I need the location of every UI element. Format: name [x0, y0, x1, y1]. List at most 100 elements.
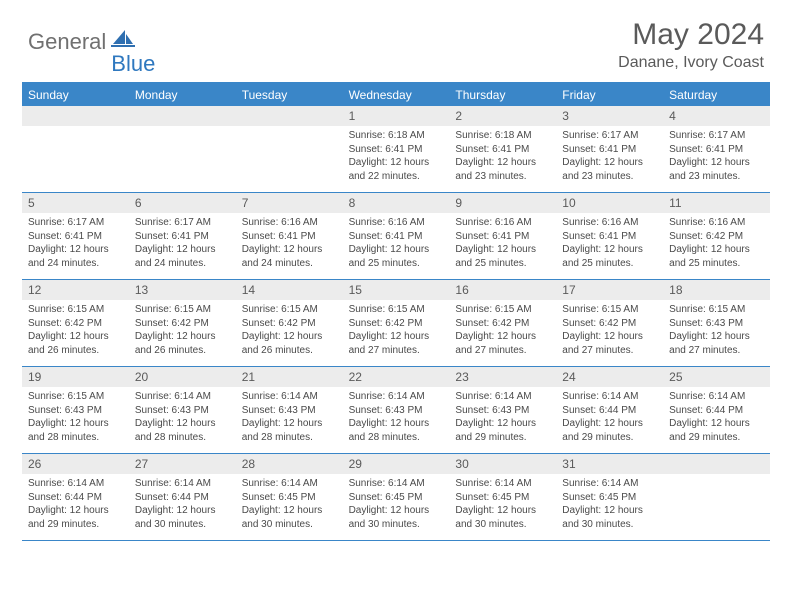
- day-cell: [663, 454, 770, 540]
- day-cell: 5Sunrise: 6:17 AMSunset: 6:41 PMDaylight…: [22, 193, 129, 279]
- day-number: 18: [663, 280, 770, 300]
- day-number: 2: [449, 106, 556, 126]
- day-detail: Sunrise: 6:17 AMSunset: 6:41 PMDaylight:…: [22, 213, 129, 274]
- day-cell: 11Sunrise: 6:16 AMSunset: 6:42 PMDayligh…: [663, 193, 770, 279]
- day-number: 4: [663, 106, 770, 126]
- day-detail: Sunrise: 6:16 AMSunset: 6:41 PMDaylight:…: [236, 213, 343, 274]
- day-cell: 4Sunrise: 6:17 AMSunset: 6:41 PMDaylight…: [663, 106, 770, 192]
- day-detail: Sunrise: 6:15 AMSunset: 6:43 PMDaylight:…: [22, 387, 129, 448]
- day-number: 3: [556, 106, 663, 126]
- day-cell: [22, 106, 129, 192]
- day-number: 11: [663, 193, 770, 213]
- calendar: SundayMondayTuesdayWednesdayThursdayFrid…: [22, 82, 770, 541]
- day-cell: 13Sunrise: 6:15 AMSunset: 6:42 PMDayligh…: [129, 280, 236, 366]
- day-cell: 14Sunrise: 6:15 AMSunset: 6:42 PMDayligh…: [236, 280, 343, 366]
- month-title: May 2024: [618, 18, 764, 52]
- day-number: 19: [22, 367, 129, 387]
- day-cell: 15Sunrise: 6:15 AMSunset: 6:42 PMDayligh…: [343, 280, 450, 366]
- day-cell: 3Sunrise: 6:17 AMSunset: 6:41 PMDaylight…: [556, 106, 663, 192]
- weekday-header: Tuesday: [236, 84, 343, 106]
- day-cell: 27Sunrise: 6:14 AMSunset: 6:44 PMDayligh…: [129, 454, 236, 540]
- day-detail: Sunrise: 6:14 AMSunset: 6:44 PMDaylight:…: [556, 387, 663, 448]
- day-detail: Sunrise: 6:15 AMSunset: 6:42 PMDaylight:…: [22, 300, 129, 361]
- day-number: 24: [556, 367, 663, 387]
- day-detail: Sunrise: 6:16 AMSunset: 6:41 PMDaylight:…: [556, 213, 663, 274]
- day-cell: 20Sunrise: 6:14 AMSunset: 6:43 PMDayligh…: [129, 367, 236, 453]
- empty-day: [236, 106, 343, 126]
- day-cell: 23Sunrise: 6:14 AMSunset: 6:43 PMDayligh…: [449, 367, 556, 453]
- weekday-header: Saturday: [663, 84, 770, 106]
- day-cell: 9Sunrise: 6:16 AMSunset: 6:41 PMDaylight…: [449, 193, 556, 279]
- day-cell: 22Sunrise: 6:14 AMSunset: 6:43 PMDayligh…: [343, 367, 450, 453]
- week-row: 12Sunrise: 6:15 AMSunset: 6:42 PMDayligh…: [22, 280, 770, 367]
- sail-icon: [111, 28, 135, 53]
- day-number: 1: [343, 106, 450, 126]
- day-cell: 6Sunrise: 6:17 AMSunset: 6:41 PMDaylight…: [129, 193, 236, 279]
- day-detail: Sunrise: 6:16 AMSunset: 6:42 PMDaylight:…: [663, 213, 770, 274]
- day-detail: Sunrise: 6:14 AMSunset: 6:45 PMDaylight:…: [236, 474, 343, 535]
- day-cell: 25Sunrise: 6:14 AMSunset: 6:44 PMDayligh…: [663, 367, 770, 453]
- day-detail: Sunrise: 6:14 AMSunset: 6:43 PMDaylight:…: [236, 387, 343, 448]
- title-block: May 2024 Danane, Ivory Coast: [618, 18, 764, 72]
- header: General Blue May 2024 Danane, Ivory Coas…: [0, 0, 792, 78]
- day-cell: 26Sunrise: 6:14 AMSunset: 6:44 PMDayligh…: [22, 454, 129, 540]
- weeks-container: 1Sunrise: 6:18 AMSunset: 6:41 PMDaylight…: [22, 106, 770, 541]
- day-number: 6: [129, 193, 236, 213]
- day-cell: 19Sunrise: 6:15 AMSunset: 6:43 PMDayligh…: [22, 367, 129, 453]
- day-detail: Sunrise: 6:14 AMSunset: 6:44 PMDaylight:…: [663, 387, 770, 448]
- day-number: 22: [343, 367, 450, 387]
- day-number: 30: [449, 454, 556, 474]
- logo-text-blue: Blue: [111, 51, 155, 77]
- day-detail: Sunrise: 6:15 AMSunset: 6:42 PMDaylight:…: [556, 300, 663, 361]
- week-row: 26Sunrise: 6:14 AMSunset: 6:44 PMDayligh…: [22, 454, 770, 541]
- location: Danane, Ivory Coast: [618, 54, 764, 72]
- day-number: 8: [343, 193, 450, 213]
- week-row: 5Sunrise: 6:17 AMSunset: 6:41 PMDaylight…: [22, 193, 770, 280]
- day-number: 17: [556, 280, 663, 300]
- empty-day: [129, 106, 236, 126]
- day-detail: Sunrise: 6:14 AMSunset: 6:44 PMDaylight:…: [129, 474, 236, 535]
- day-detail: Sunrise: 6:15 AMSunset: 6:42 PMDaylight:…: [449, 300, 556, 361]
- day-number: 26: [22, 454, 129, 474]
- day-cell: 10Sunrise: 6:16 AMSunset: 6:41 PMDayligh…: [556, 193, 663, 279]
- weekday-header: Monday: [129, 84, 236, 106]
- day-detail: Sunrise: 6:14 AMSunset: 6:43 PMDaylight:…: [129, 387, 236, 448]
- day-cell: 28Sunrise: 6:14 AMSunset: 6:45 PMDayligh…: [236, 454, 343, 540]
- day-detail: Sunrise: 6:15 AMSunset: 6:42 PMDaylight:…: [129, 300, 236, 361]
- day-detail: Sunrise: 6:14 AMSunset: 6:45 PMDaylight:…: [556, 474, 663, 535]
- day-number: 31: [556, 454, 663, 474]
- day-number: 5: [22, 193, 129, 213]
- day-cell: 18Sunrise: 6:15 AMSunset: 6:43 PMDayligh…: [663, 280, 770, 366]
- day-number: 15: [343, 280, 450, 300]
- day-detail: Sunrise: 6:14 AMSunset: 6:43 PMDaylight:…: [343, 387, 450, 448]
- logo: General Blue: [28, 18, 155, 66]
- day-detail: Sunrise: 6:17 AMSunset: 6:41 PMDaylight:…: [556, 126, 663, 187]
- day-detail: Sunrise: 6:14 AMSunset: 6:45 PMDaylight:…: [449, 474, 556, 535]
- day-number: 14: [236, 280, 343, 300]
- day-cell: 16Sunrise: 6:15 AMSunset: 6:42 PMDayligh…: [449, 280, 556, 366]
- weekday-header: Wednesday: [343, 84, 450, 106]
- weekday-header: Thursday: [449, 84, 556, 106]
- day-detail: Sunrise: 6:15 AMSunset: 6:42 PMDaylight:…: [343, 300, 450, 361]
- day-cell: 29Sunrise: 6:14 AMSunset: 6:45 PMDayligh…: [343, 454, 450, 540]
- day-number: 20: [129, 367, 236, 387]
- day-cell: 31Sunrise: 6:14 AMSunset: 6:45 PMDayligh…: [556, 454, 663, 540]
- day-detail: Sunrise: 6:18 AMSunset: 6:41 PMDaylight:…: [449, 126, 556, 187]
- empty-day: [22, 106, 129, 126]
- day-detail: Sunrise: 6:15 AMSunset: 6:42 PMDaylight:…: [236, 300, 343, 361]
- day-number: 13: [129, 280, 236, 300]
- day-cell: [236, 106, 343, 192]
- day-cell: 2Sunrise: 6:18 AMSunset: 6:41 PMDaylight…: [449, 106, 556, 192]
- day-number: 25: [663, 367, 770, 387]
- week-row: 1Sunrise: 6:18 AMSunset: 6:41 PMDaylight…: [22, 106, 770, 193]
- empty-day: [663, 454, 770, 474]
- day-number: 27: [129, 454, 236, 474]
- day-detail: Sunrise: 6:17 AMSunset: 6:41 PMDaylight:…: [663, 126, 770, 187]
- weekday-header: Sunday: [22, 84, 129, 106]
- day-detail: Sunrise: 6:14 AMSunset: 6:44 PMDaylight:…: [22, 474, 129, 535]
- day-number: 12: [22, 280, 129, 300]
- day-detail: Sunrise: 6:16 AMSunset: 6:41 PMDaylight:…: [449, 213, 556, 274]
- day-detail: Sunrise: 6:18 AMSunset: 6:41 PMDaylight:…: [343, 126, 450, 187]
- weekday-header-row: SundayMondayTuesdayWednesdayThursdayFrid…: [22, 84, 770, 106]
- day-detail: Sunrise: 6:15 AMSunset: 6:43 PMDaylight:…: [663, 300, 770, 361]
